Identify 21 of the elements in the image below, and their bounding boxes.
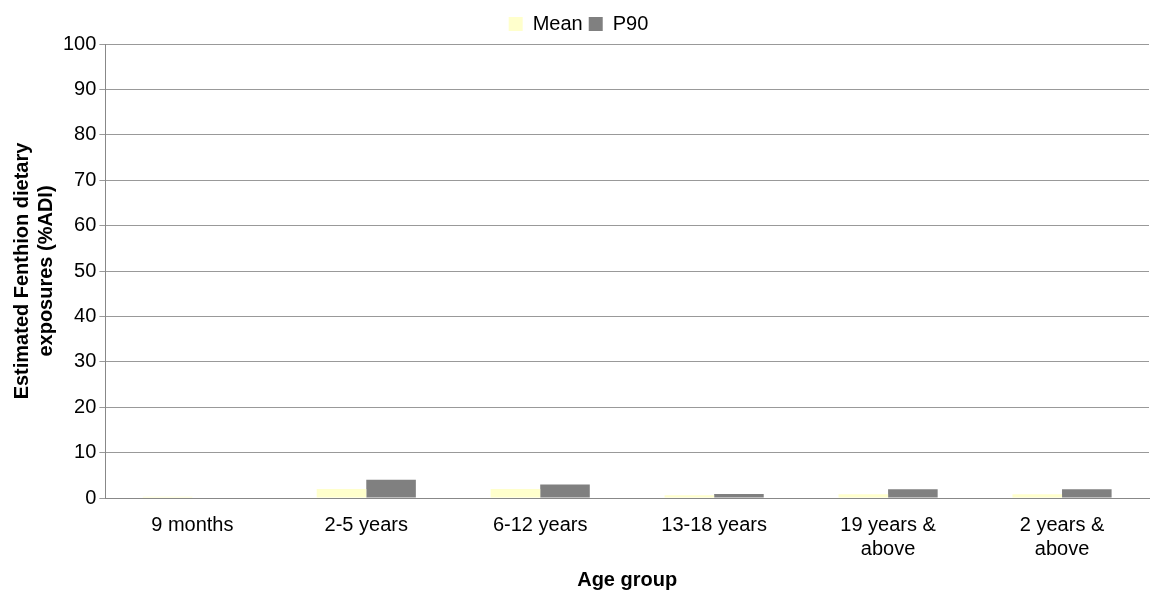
x-tick-label: 2-5 years <box>324 512 408 535</box>
y-axis-title: Estimated Fenthion dietary exposures (%ADI) <box>9 141 56 400</box>
y-tick-label: 40 <box>74 303 97 326</box>
y-tick-label: 10 <box>74 440 97 463</box>
x-tick-label: 19 years & above <box>840 512 937 559</box>
y-tick-label: 30 <box>74 349 97 372</box>
y-tick-label: 70 <box>74 167 97 190</box>
legend-label: P90 <box>612 11 649 34</box>
x-tick-label: 13-18 years <box>661 512 767 535</box>
x-axis-title: Age group <box>577 567 678 590</box>
x-tick-label: 2 years & above <box>1019 512 1105 559</box>
y-tick-label: 90 <box>74 76 97 99</box>
y-tick-label: 0 <box>85 485 97 508</box>
y-tick-label: 50 <box>74 258 97 281</box>
legend-label: Mean <box>532 11 583 34</box>
x-tick-label: 6-12 years <box>492 512 588 535</box>
x-tick-label: 9 months <box>151 512 234 535</box>
y-tick-label: 20 <box>74 394 97 417</box>
y-tick-label: 100 <box>62 31 97 54</box>
y-tick-label: 60 <box>74 213 97 236</box>
y-tick-label: 80 <box>74 122 97 145</box>
